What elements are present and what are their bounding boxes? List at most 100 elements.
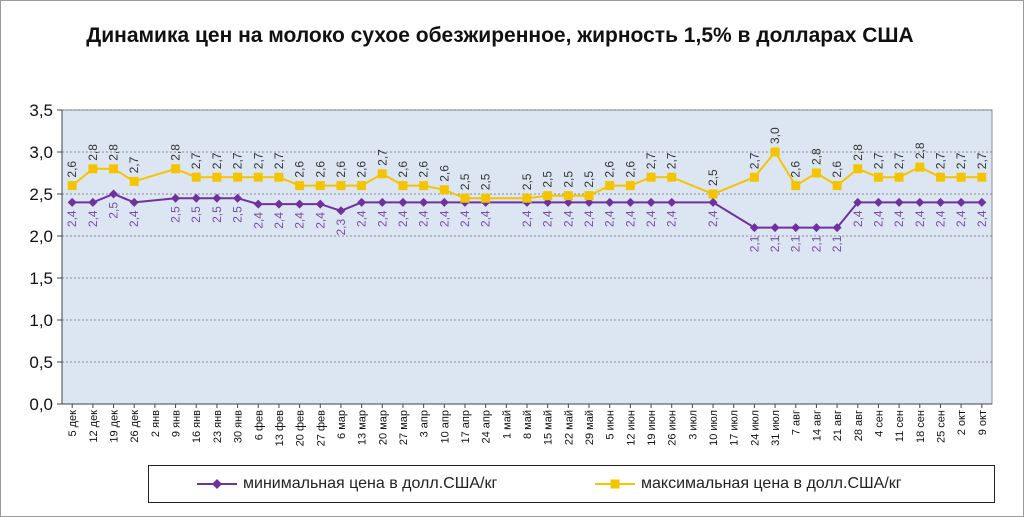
data-label-min: 2,4 [272,212,286,229]
x-tick-label: 13 мар [357,410,369,445]
data-label-min: 2,4 [86,210,100,227]
point-max [915,162,925,172]
data-label-max: 2,8 [107,144,121,161]
y-tick-label: 3,0 [29,143,53,162]
data-label-max: 2,6 [789,161,803,178]
data-label-min: 2,4 [541,210,555,227]
point-max [315,181,325,191]
x-tick-label: 5 дек [67,410,79,437]
data-label-min: 2,4 [520,210,534,227]
data-label-max: 2,6 [334,161,348,178]
x-tick-label: 29 май [584,410,596,445]
x-tick-label: 6 мар [336,410,348,439]
data-label-max: 2,7 [272,152,286,169]
point-max [191,172,201,182]
data-label-min: 2,4 [623,210,637,227]
data-label-max: 2,7 [375,149,389,166]
data-label-max: 2,6 [355,161,369,178]
data-label-max: 2,6 [65,161,79,178]
legend-label-min: минимальная цена в долл.США/кг [243,475,498,492]
data-label-max: 2,8 [913,142,927,159]
data-label-max: 2,6 [417,161,431,178]
point-max [811,168,821,178]
legend-item-max: максимальная цена в долл.США/кг [595,474,902,494]
data-label-max: 2,8 [851,144,865,161]
point-min [357,197,367,207]
point-max [67,181,77,191]
point-max [460,193,470,203]
point-min [212,193,222,203]
x-tick-label: 4 сен [873,410,885,437]
point-min [109,189,119,199]
data-label-min: 2,4 [479,210,493,227]
point-min [67,197,77,207]
point-max [956,172,966,182]
data-label-min: 2,5 [107,202,121,219]
point-min [791,223,801,233]
point-min [274,199,284,209]
x-tick-label: 27 мар [398,410,410,445]
data-label-max: 2,7 [933,152,947,169]
y-tick-label: 3,5 [29,101,53,120]
point-max [894,172,904,182]
data-label-min: 2,5 [189,206,203,223]
legend-swatch-max [595,479,635,489]
point-min [377,197,387,207]
point-min [295,199,305,209]
point-max [295,181,305,191]
x-tick-label: 21 авг [832,410,844,441]
x-tick-label: 10 июл [708,410,720,446]
data-label-min: 2,4 [293,212,307,229]
data-label-max: 2,5 [706,169,720,186]
data-label-min: 2,4 [65,210,79,227]
data-label-max: 2,7 [871,152,885,169]
x-tick-label: 9 окт [977,410,989,435]
data-label-min: 2,4 [892,210,906,227]
point-max [605,181,615,191]
data-label-min: 2,4 [375,210,389,227]
y-tick-label: 2,5 [29,185,53,204]
y-tick-label: 1,0 [29,311,53,330]
point-min [315,199,325,209]
data-label-max: 2,7 [210,152,224,169]
x-tick-label: 24 апр [481,410,493,443]
x-tick-label: 14 авг [811,410,823,441]
x-tick-label: 28 авг [853,410,865,441]
data-label-min: 2,4 [954,210,968,227]
point-max [377,169,387,179]
x-tick-label: 13 фев [274,410,286,446]
point-min [894,197,904,207]
point-max [253,172,263,182]
point-min [398,197,408,207]
point-min [625,197,635,207]
point-min [935,197,945,207]
x-tick-label: 10 апр [439,410,451,443]
x-tick-label: 19 июн [646,410,658,446]
point-min [605,197,615,207]
data-label-min: 2,4 [706,210,720,227]
data-label-min: 2,4 [313,212,327,229]
data-label-max: 2,5 [582,171,596,188]
data-label-max: 2,6 [603,161,617,178]
point-max [977,172,987,182]
point-max [398,181,408,191]
data-label-min: 2,1 [789,235,803,252]
point-max [357,181,367,191]
x-tick-label: 26 июн [667,410,679,446]
data-label-max: 2,6 [313,161,327,178]
data-label-min: 2,4 [127,210,141,227]
point-max [439,185,449,195]
legend-swatch-min [197,479,237,489]
data-label-max: 2,8 [169,144,183,161]
chart-title: Динамика цен на молоко сухое обезжиренно… [86,24,914,47]
data-label-min: 2,4 [437,210,451,227]
data-label-min: 2,5 [231,206,245,223]
point-max [522,193,532,203]
data-label-max: 2,7 [747,152,761,169]
x-tick-label: 22 май [563,410,575,445]
point-max [336,181,346,191]
point-min [873,197,883,207]
x-tick-label: 19 дек [109,410,121,443]
x-tick-label: 17 апр [460,410,472,443]
point-min [832,223,842,233]
